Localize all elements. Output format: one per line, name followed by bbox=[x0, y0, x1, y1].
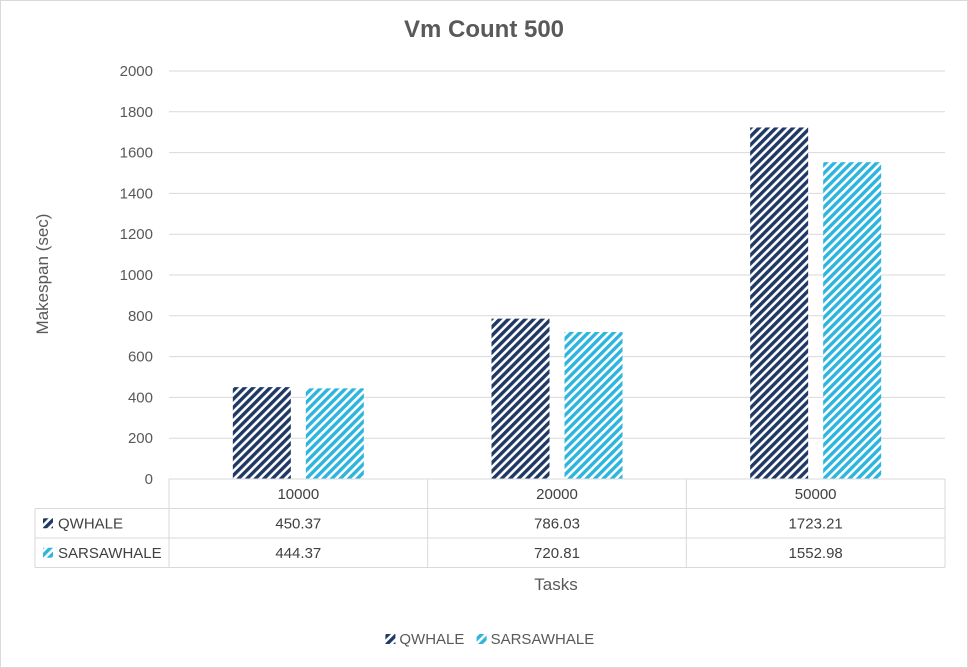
data-table: 10000 20000 50000 QWHALE 450.37 786.03 1723.21… bbox=[34, 478, 946, 568]
y-tick-label: 2000 bbox=[120, 63, 153, 80]
data-label: 720.81 bbox=[534, 545, 580, 562]
legend-label-qwhale: QWHALE bbox=[399, 631, 464, 648]
bar-qwhale-20000 bbox=[491, 318, 550, 479]
legend-key-sarsawhale bbox=[476, 634, 487, 644]
bar-qwhale-50000 bbox=[750, 127, 809, 480]
data-label: 786.03 bbox=[534, 515, 580, 532]
gridlines bbox=[169, 70, 945, 439]
x-category-label: 20000 bbox=[536, 486, 578, 503]
table-legend-key bbox=[43, 518, 53, 529]
chart-title: Vm Count 500 bbox=[404, 16, 564, 43]
bar-sarsawhale-10000 bbox=[305, 388, 364, 479]
y-axis-ticks: 0 200 400 600 800 1000 1200 1400 1600 1800 2000 bbox=[120, 63, 153, 488]
table-series-name: SARSAWHALE bbox=[58, 545, 162, 562]
y-tick-label: 1200 bbox=[120, 226, 153, 243]
x-category-label: 50000 bbox=[795, 486, 837, 503]
x-category-label: 10000 bbox=[277, 486, 319, 503]
bar-sarsawhale-20000 bbox=[564, 331, 623, 479]
x-axis-title: Tasks bbox=[534, 575, 577, 594]
data-label: 450.37 bbox=[275, 515, 321, 532]
y-tick-label: 800 bbox=[128, 308, 153, 325]
y-tick-label: 1400 bbox=[120, 185, 153, 202]
data-label: 444.37 bbox=[275, 545, 321, 562]
table-series-name: QWHALE bbox=[58, 515, 123, 532]
legend: QWHALE SARSAWHALE bbox=[385, 631, 594, 648]
y-axis-title: Makespan (sec) bbox=[33, 214, 52, 335]
y-tick-label: 1000 bbox=[120, 267, 153, 284]
table-legend-key bbox=[43, 547, 53, 558]
y-tick-label: 1600 bbox=[120, 145, 153, 162]
legend-label-sarsawhale: SARSAWHALE bbox=[491, 631, 595, 648]
bar-sarsawhale-50000 bbox=[823, 162, 882, 479]
bars bbox=[232, 127, 882, 480]
data-label: 1723.21 bbox=[789, 515, 843, 532]
y-tick-label: 200 bbox=[128, 430, 153, 447]
data-label: 1552.98 bbox=[789, 545, 843, 562]
y-tick-label: 600 bbox=[128, 349, 153, 366]
legend-key-qwhale bbox=[385, 634, 396, 644]
y-tick-label: 400 bbox=[128, 389, 153, 406]
y-tick-label: 1800 bbox=[120, 104, 153, 121]
y-tick-label: 0 bbox=[145, 471, 153, 488]
bar-qwhale-10000 bbox=[232, 387, 291, 479]
